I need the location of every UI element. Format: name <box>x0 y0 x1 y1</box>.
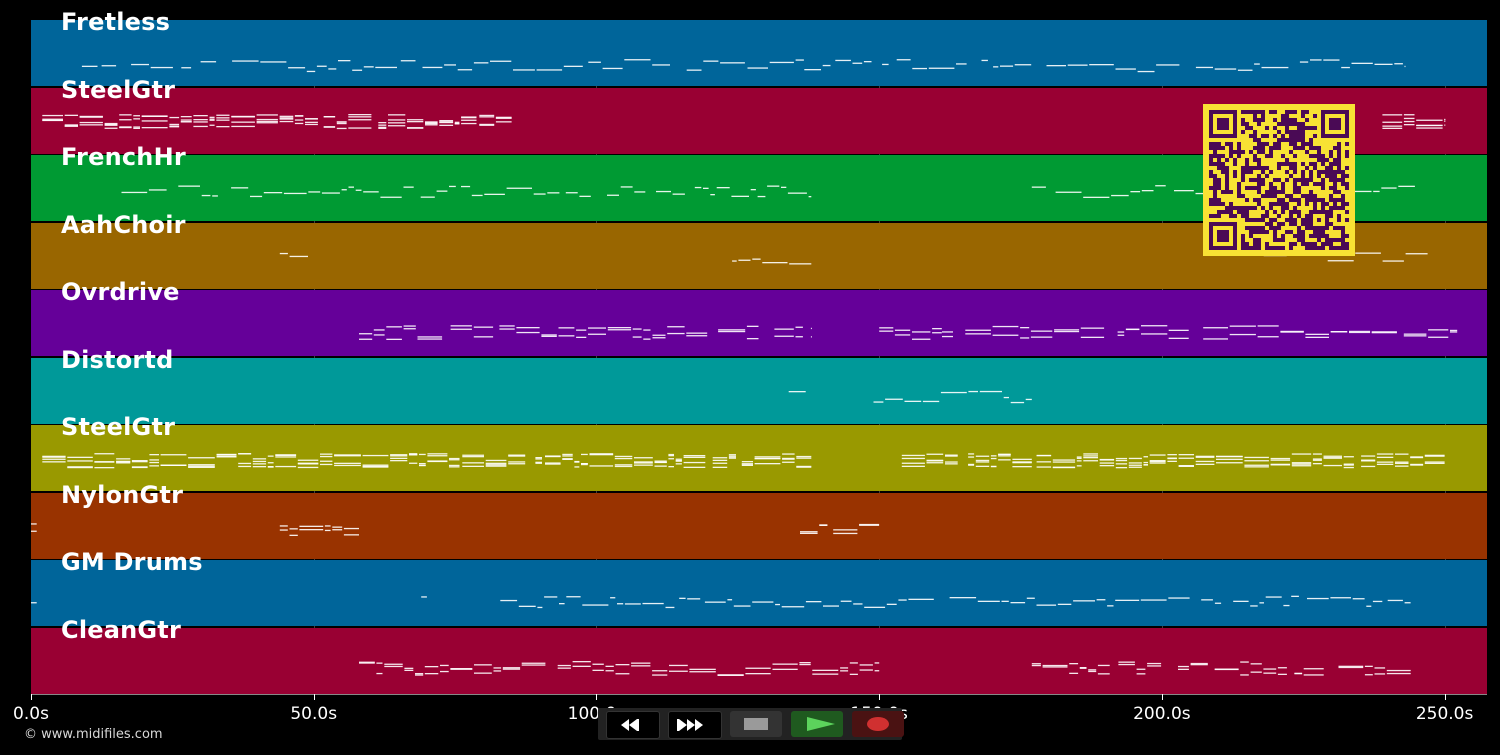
record-icon <box>867 717 889 731</box>
gridline <box>1444 20 1446 694</box>
track-name: SteelGtr <box>61 75 176 104</box>
track-name: SteelGtr <box>61 413 176 441</box>
copyright-text: © www.midifiles.com <box>24 727 163 742</box>
note-lane <box>359 660 1411 676</box>
note-lane <box>31 595 1411 609</box>
tick-mark <box>879 694 881 700</box>
tick-label: 50.0s <box>290 704 338 724</box>
track-name: NylonGtr <box>61 480 184 509</box>
track-lane[interactable]: Ovrdrive <box>31 278 1487 356</box>
transport-controls <box>598 708 904 740</box>
qr-code <box>1203 104 1355 256</box>
tick-label: 250.0s <box>1415 704 1474 724</box>
track-name: FrenchHr <box>61 143 186 171</box>
track-lane[interactable]: NylonGtr <box>31 481 1487 559</box>
gridline <box>313 20 315 694</box>
tick-mark <box>313 694 315 700</box>
stop-button[interactable] <box>730 711 782 737</box>
track-name: Distortd <box>61 345 174 374</box>
note-lane <box>42 113 1446 129</box>
stop-icon <box>744 718 768 730</box>
qr-code-pattern <box>1209 110 1349 250</box>
track-name: GM Drums <box>61 548 203 576</box>
note-lane <box>42 453 1445 469</box>
tick-label: 0.0s <box>13 704 49 724</box>
gridline <box>596 20 598 694</box>
track-lane[interactable]: Fretless <box>31 8 1487 86</box>
tick-mark <box>596 694 598 700</box>
play-icon <box>807 717 835 731</box>
gridline <box>1161 20 1163 694</box>
tick-mark <box>31 694 32 700</box>
note-lane <box>31 522 880 536</box>
track-lane[interactable]: SteelGtr <box>31 413 1487 491</box>
tick-label: 200.0s <box>1133 704 1191 724</box>
fast-forward-icon <box>677 719 703 731</box>
gridline <box>879 20 881 694</box>
play-button[interactable] <box>791 711 843 737</box>
rewind-icon <box>621 719 639 731</box>
tick-mark <box>1161 694 1163 700</box>
rewind-button[interactable] <box>606 711 660 739</box>
timeline-axis <box>31 694 1487 695</box>
fast-forward-button[interactable] <box>668 711 722 739</box>
track-lane[interactable]: GM Drums <box>31 548 1487 626</box>
note-lane <box>359 325 1458 340</box>
track-name: Fretless <box>61 8 171 36</box>
track-name: Ovrdrive <box>61 278 180 306</box>
track-name: CleanGtr <box>61 615 182 644</box>
note-lane <box>788 390 1032 403</box>
record-button[interactable] <box>852 711 904 737</box>
track-lane[interactable]: CleanGtr <box>31 616 1487 694</box>
note-lane <box>81 59 1406 73</box>
track-name: AahChoir <box>61 210 186 239</box>
track-lane[interactable]: Distortd <box>31 346 1487 424</box>
tick-mark <box>1444 694 1446 700</box>
